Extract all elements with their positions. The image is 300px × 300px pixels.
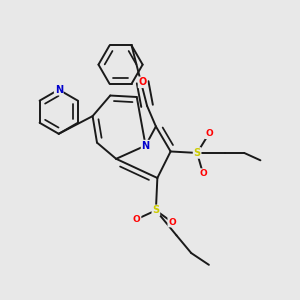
Text: N: N [142, 141, 150, 151]
Text: O: O [139, 77, 147, 87]
Text: O: O [205, 129, 213, 138]
Text: O: O [199, 169, 207, 178]
Text: S: S [152, 206, 160, 215]
Text: S: S [194, 148, 201, 158]
Text: N: N [55, 85, 63, 94]
Text: O: O [133, 215, 141, 224]
Text: O: O [168, 218, 176, 226]
